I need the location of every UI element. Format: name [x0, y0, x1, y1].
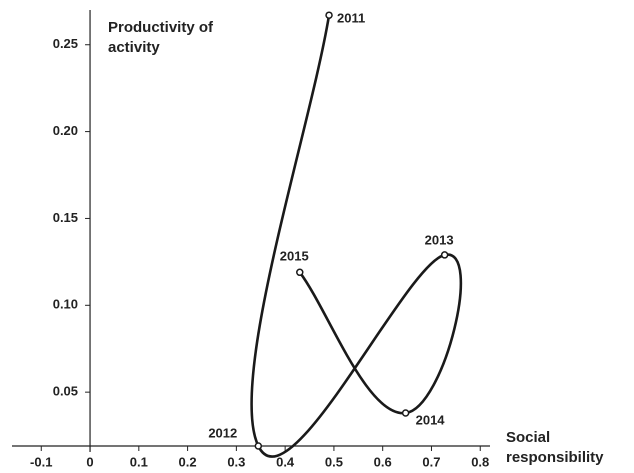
x-tick-label: 0.5: [325, 454, 343, 469]
x-axis-label: Social responsibility: [506, 429, 604, 466]
x-tick-label: 0.3: [227, 454, 245, 469]
x-tick-label: 0: [86, 454, 93, 469]
point-label: 2011: [337, 11, 365, 26]
x-tick-label: 0.8: [471, 454, 489, 469]
point-label: 2012: [208, 425, 237, 440]
x-tick-label: -0.1: [30, 454, 52, 469]
point-label: 2014: [416, 412, 446, 427]
y-tick-label: 0.20: [53, 123, 78, 138]
y-tick-label: 0.10: [53, 297, 78, 312]
x-tick-label: 0.7: [422, 454, 440, 469]
x-tick-label: 0.1: [130, 454, 148, 469]
curve: [250, 15, 463, 458]
x-tick-label: 0.2: [179, 454, 197, 469]
point: [440, 251, 449, 259]
y-tick-label: 0.25: [53, 36, 78, 51]
point: [325, 11, 333, 19]
y-axis-label: Productivity of activity: [108, 19, 214, 56]
x-tick-label: 0.6: [374, 454, 392, 469]
point: [254, 442, 263, 450]
point-label: 2015: [280, 249, 309, 264]
x-tick-label: 0.4: [276, 454, 295, 469]
point: [401, 409, 410, 417]
point: [296, 268, 304, 277]
y-tick-label: 0.15: [53, 210, 78, 225]
point-label: 2013: [425, 232, 454, 247]
y-tick-label: 0.05: [53, 384, 78, 399]
